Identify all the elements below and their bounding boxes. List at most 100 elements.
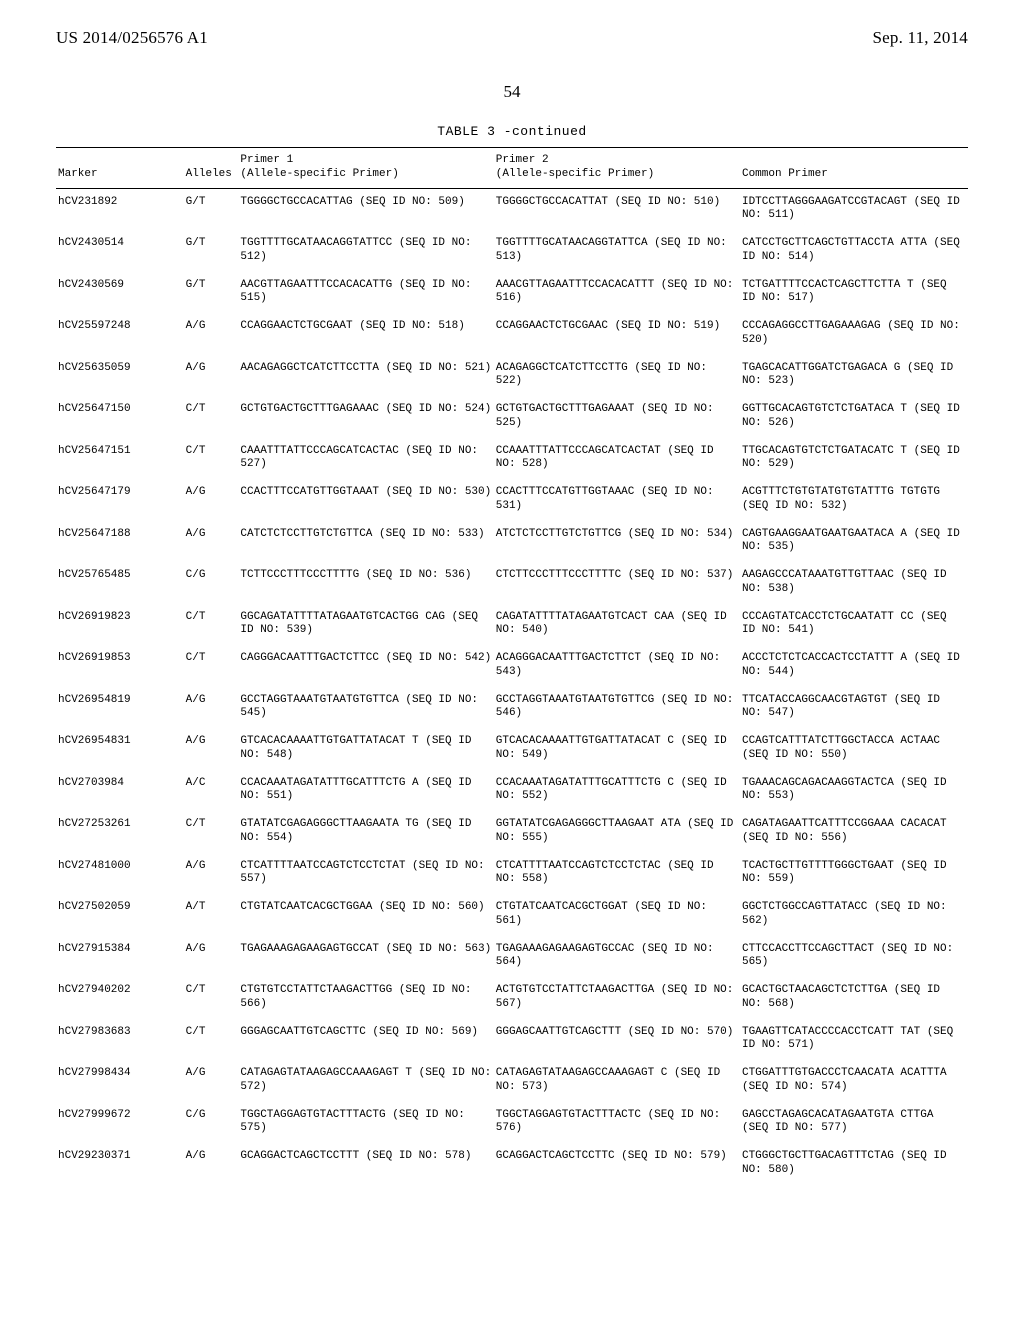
table-row: hCV26954819A/GGCCTAGGTAAATGTAATGTGTTCA (… bbox=[56, 687, 968, 729]
cell-alleles: A/G bbox=[184, 313, 239, 355]
cell-primer2: CATAGAGTATAAGAGCCAAAGAGT C (SEQ ID NO: 5… bbox=[494, 1060, 740, 1102]
table-row: hCV25647188A/GCATCTCTCCTTGTCTGTTCA (SEQ … bbox=[56, 521, 968, 563]
primer-table: Marker Alleles Primer 1 (Allele-specific… bbox=[56, 147, 968, 1185]
table-row: hCV2430514G/TTGGTTTTGCATAACAGGTATTCC (SE… bbox=[56, 230, 968, 272]
cell-marker: hCV27915384 bbox=[56, 936, 184, 978]
cell-primer2: CTGTATCAATCACGCTGGAT (SEQ ID NO: 561) bbox=[494, 894, 740, 936]
cell-marker: hCV27253261 bbox=[56, 811, 184, 853]
cell-alleles: A/G bbox=[184, 355, 239, 397]
cell-common-primer: CTGGATTTGTGACCCTCAACATA ACATTTA (SEQ ID … bbox=[740, 1060, 968, 1102]
cell-primer1: CCACAAATAGATATTTGCATTTCTG A (SEQ ID NO: … bbox=[238, 770, 493, 812]
cell-primer2: CTCATTTTAATCCAGTCTCCTCTAC (SEQ ID NO: 55… bbox=[494, 853, 740, 895]
cell-primer2: TGGCTAGGAGTGTACTTTACTC (SEQ ID NO: 576) bbox=[494, 1102, 740, 1144]
table-row: hCV26919823C/TGGCAGATATTTTATAGAATGTCACTG… bbox=[56, 604, 968, 646]
cell-primer1: CTGTATCAATCACGCTGGAA (SEQ ID NO: 560) bbox=[238, 894, 493, 936]
cell-alleles: A/G bbox=[184, 853, 239, 895]
cell-marker: hCV25647150 bbox=[56, 396, 184, 438]
cell-alleles: A/T bbox=[184, 894, 239, 936]
cell-alleles: C/T bbox=[184, 438, 239, 480]
cell-primer1: TGGCTAGGAGTGTACTTTACTG (SEQ ID NO: 575) bbox=[238, 1102, 493, 1144]
cell-marker: hCV27940202 bbox=[56, 977, 184, 1019]
table-body: hCV231892G/T TGGGGCTGCCACATTAG (SEQ ID NO… bbox=[56, 189, 968, 1185]
cell-common-primer: TTGCACAGTGTCTCTGATACATC T (SEQ ID NO: 52… bbox=[740, 438, 968, 480]
cell-marker: hCV27481000 bbox=[56, 853, 184, 895]
table-title: TABLE 3 -continued bbox=[56, 124, 968, 139]
cell-alleles: A/G bbox=[184, 479, 239, 521]
cell-marker: hCV25765485 bbox=[56, 562, 184, 604]
table-row: hCV27983683C/TGGGAGCAATTGTCAGCTTC (SEQ I… bbox=[56, 1019, 968, 1061]
cell-primer2: ACAGAGGCTCATCTTCCTTG (SEQ ID NO: 522) bbox=[494, 355, 740, 397]
cell-marker: hCV26954831 bbox=[56, 728, 184, 770]
cell-alleles: A/C bbox=[184, 770, 239, 812]
cell-common-primer: IDTCCTTAGGGAAGATCCGTACAGT (SEQ ID NO: 51… bbox=[740, 189, 968, 231]
cell-common-primer: CCCAGTATCACCTCTGCAATATT CC (SEQ ID NO: 5… bbox=[740, 604, 968, 646]
cell-primer1: GTATATCGAGAGGGCTTAAGAATA TG (SEQ ID NO: … bbox=[238, 811, 493, 853]
cell-primer1: TCTTCCCTTTCCCTTTTG (SEQ ID NO: 536) bbox=[238, 562, 493, 604]
cell-primer1: TGGGGCTGCCACATTAG (SEQ ID NO: 509) bbox=[238, 189, 493, 231]
cell-primer1: CAGGGACAATTTGACTCTTCC (SEQ ID NO: 542) bbox=[238, 645, 493, 687]
cell-primer2: GCAGGACTCAGCTCCTTC (SEQ ID NO: 579) bbox=[494, 1143, 740, 1185]
cell-common-primer: ACCCTCTCTCACCACTCCTATTT A (SEQ ID NO: 54… bbox=[740, 645, 968, 687]
cell-marker: hCV25635059 bbox=[56, 355, 184, 397]
cell-marker: hCV25597248 bbox=[56, 313, 184, 355]
table-row: hCV25635059A/GAACAGAGGCTCATCTTCCTTA (SEQ… bbox=[56, 355, 968, 397]
cell-common-primer: GCACTGCTAACAGCTCTCTTGA (SEQ ID NO: 568) bbox=[740, 977, 968, 1019]
cell-common-primer: TTCATACCAGGCAACGTAGTGT (SEQ ID NO: 547) bbox=[740, 687, 968, 729]
cell-primer2: TGGGGCTGCCACATTAT (SEQ ID NO: 510) bbox=[494, 189, 740, 231]
cell-alleles: C/G bbox=[184, 562, 239, 604]
table-row: hCV27502059A/TCTGTATCAATCACGCTGGAA (SEQ … bbox=[56, 894, 968, 936]
cell-primer1: GGCAGATATTTTATAGAATGTCACTGG CAG (SEQ ID … bbox=[238, 604, 493, 646]
cell-primer2: AAACGTTAGAATTTCCACACATTT (SEQ ID NO: 516… bbox=[494, 272, 740, 314]
cell-alleles: A/G bbox=[184, 1143, 239, 1185]
cell-primer2: CCACAAATAGATATTTGCATTTCTG C (SEQ ID NO: … bbox=[494, 770, 740, 812]
cell-common-primer: CCCAGAGGCCTTGAGAAAGAG (SEQ ID NO: 520) bbox=[740, 313, 968, 355]
table-row: hCV27253261C/TGTATATCGAGAGGGCTTAAGAATA T… bbox=[56, 811, 968, 853]
cell-primer1: GCCTAGGTAAATGTAATGTGTTCA (SEQ ID NO: 545… bbox=[238, 687, 493, 729]
cell-primer2: ACAGGGACAATTTGACTCTTCT (SEQ ID NO: 543) bbox=[494, 645, 740, 687]
page-header: US 2014/0256576 A1 Sep. 11, 2014 bbox=[56, 28, 968, 48]
cell-alleles: A/G bbox=[184, 936, 239, 978]
cell-primer1: GCTGTGACTGCTTTGAGAAAC (SEQ ID NO: 524) bbox=[238, 396, 493, 438]
page-number: 54 bbox=[56, 82, 968, 102]
table-row: hCV2703984A/CCCACAAATAGATATTTGCATTTCTG A… bbox=[56, 770, 968, 812]
cell-primer2: TGAGAAAGAGAAGAGTGCCAC (SEQ ID NO: 564) bbox=[494, 936, 740, 978]
cell-primer1: CTCATTTTAATCCAGTCTCCTCTAT (SEQ ID NO: 55… bbox=[238, 853, 493, 895]
table-row: hCV25765485C/GTCTTCCCTTTCCCTTTTG (SEQ ID… bbox=[56, 562, 968, 604]
cell-alleles: C/T bbox=[184, 396, 239, 438]
cell-primer2: CCACTTTCCATGTTGGTAAAC (SEQ ID NO: 531) bbox=[494, 479, 740, 521]
table-row: hCV25647179A/GCCACTTTCCATGTTGGTAAAT (SEQ… bbox=[56, 479, 968, 521]
table-row: hCV25647151C/TCAAATTTATTCCCAGCATCACTAC (… bbox=[56, 438, 968, 480]
table-row: hCV27998434A/GCATAGAGTATAAGAGCCAAAGAGT T… bbox=[56, 1060, 968, 1102]
cell-common-primer: TCACTGCTTGTTTTGGGCTGAAT (SEQ ID NO: 559) bbox=[740, 853, 968, 895]
table-row: hCV26954831A/G GTCACACAAAATTGTGATTATACAT … bbox=[56, 728, 968, 770]
cell-primer2: ATCTCTCCTTGTCTGTTCG (SEQ ID NO: 534) bbox=[494, 521, 740, 563]
page: US 2014/0256576 A1 Sep. 11, 2014 54 TABL… bbox=[0, 0, 1024, 1320]
cell-primer2: GTCACACAAAATTGTGATTATACAT C (SEQ ID NO: … bbox=[494, 728, 740, 770]
cell-primer2: CCAAATTTATTCCCAGCATCACTAT (SEQ ID NO: 52… bbox=[494, 438, 740, 480]
cell-primer1: AACAGAGGCTCATCTTCCTTA (SEQ ID NO: 521) bbox=[238, 355, 493, 397]
cell-common-primer: CATCCTGCTTCAGCTGTTACCTA ATTA (SEQ ID NO:… bbox=[740, 230, 968, 272]
cell-marker: hCV29230371 bbox=[56, 1143, 184, 1185]
cell-common-primer: TCTGATTTTCCACTCAGCTTCTTA T (SEQ ID NO: 5… bbox=[740, 272, 968, 314]
cell-alleles: A/G bbox=[184, 1060, 239, 1102]
table-row: hCV25597248A/GCCAGGAACTCTGCGAAT (SEQ ID … bbox=[56, 313, 968, 355]
cell-common-primer: TGAGCACATTGGATCTGAGACA G (SEQ ID NO: 523… bbox=[740, 355, 968, 397]
cell-common-primer: CAGATAGAATTCATTTCCGGAAA CACACAT (SEQ ID … bbox=[740, 811, 968, 853]
cell-primer2: ACTGTGTCCTATTCTAAGACTTGA (SEQ ID NO: 567… bbox=[494, 977, 740, 1019]
cell-common-primer: GGTTGCACAGTGTCTCTGATACA T (SEQ ID NO: 52… bbox=[740, 396, 968, 438]
cell-primer1: CTGTGTCCTATTCTAAGACTTGG (SEQ ID NO: 566) bbox=[238, 977, 493, 1019]
cell-alleles: G/T bbox=[184, 272, 239, 314]
col-alleles: Alleles bbox=[184, 148, 239, 188]
table-header-row: Marker Alleles Primer 1 (Allele-specific… bbox=[56, 148, 968, 188]
cell-primer1: TGAGAAAGAGAAGAGTGCCAT (SEQ ID NO: 563) bbox=[238, 936, 493, 978]
table-row: hCV29230371A/GGCAGGACTCAGCTCCTTT (SEQ ID… bbox=[56, 1143, 968, 1185]
cell-alleles: C/T bbox=[184, 645, 239, 687]
cell-common-primer: GAGCCTAGAGCACATAGAATGTA CTTGA (SEQ ID NO… bbox=[740, 1102, 968, 1144]
cell-alleles: A/G bbox=[184, 728, 239, 770]
cell-primer1: GGGAGCAATTGTCAGCTTC (SEQ ID NO: 569) bbox=[238, 1019, 493, 1061]
col-common: Common Primer bbox=[740, 148, 968, 188]
cell-marker: hCV26919823 bbox=[56, 604, 184, 646]
cell-marker: hCV231892 bbox=[56, 189, 184, 231]
cell-primer2: TGGTTTTGCATAACAGGTATTCA (SEQ ID NO: 513) bbox=[494, 230, 740, 272]
cell-primer1: CCACTTTCCATGTTGGTAAAT (SEQ ID NO: 530) bbox=[238, 479, 493, 521]
